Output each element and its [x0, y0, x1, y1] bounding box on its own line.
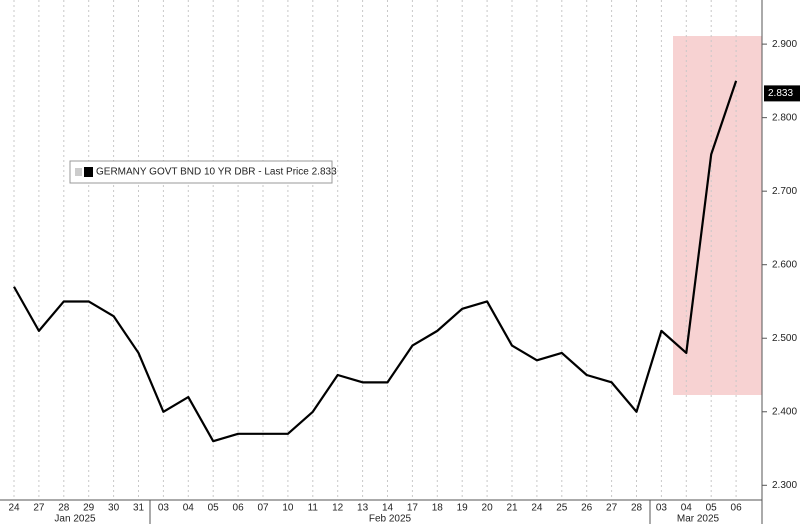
- x-tick-label: 11: [308, 503, 319, 514]
- x-tick-label: 07: [257, 503, 269, 514]
- x-tick-label: 30: [108, 503, 120, 514]
- x-tick-label: 05: [208, 503, 220, 514]
- last-price-tag: [764, 85, 800, 102]
- legend-swatch: [84, 167, 93, 177]
- x-tick-label: 28: [58, 503, 70, 514]
- x-tick-label: 06: [233, 503, 245, 514]
- x-tick-label: 05: [706, 503, 718, 514]
- month-label: Mar 2025: [677, 514, 720, 524]
- y-tick-label: 2.600: [772, 259, 797, 270]
- y-tick-label: 2.700: [772, 186, 797, 197]
- y-tick-label: 2.800: [772, 112, 797, 123]
- x-tick-label: 24: [531, 503, 543, 514]
- x-tick-label: 31: [133, 503, 145, 514]
- y-tick-label: 2.500: [772, 333, 797, 344]
- x-tick-label: 03: [158, 503, 170, 514]
- x-tick-label: 28: [631, 503, 643, 514]
- x-tick-label: 27: [606, 503, 618, 514]
- x-tick-label: 03: [656, 503, 668, 514]
- x-tick-label: 13: [357, 503, 369, 514]
- x-tick-label: 04: [183, 503, 195, 514]
- x-tick-label: 27: [33, 503, 45, 514]
- month-label: Feb 2025: [369, 514, 412, 524]
- legend-label: GERMANY GOVT BND 10 YR DBR - Last Price …: [96, 167, 337, 178]
- x-tick-label: 21: [506, 503, 518, 514]
- series-line: [13, 80, 738, 443]
- y-tick-label: 2.400: [772, 406, 797, 417]
- legend-icon: [75, 168, 82, 176]
- y-tick-label: 2.300: [772, 480, 797, 491]
- month-label: Jan 2025: [54, 514, 96, 524]
- x-tick-label: 18: [432, 503, 444, 514]
- last-price-label: 2.833: [768, 88, 793, 99]
- x-tick-label: 26: [581, 503, 593, 514]
- x-tick-label: 19: [457, 503, 469, 514]
- legend-box: [69, 160, 333, 184]
- x-tick-label: 17: [407, 503, 419, 514]
- x-tick-label: 29: [83, 503, 95, 514]
- x-tick-label: 25: [556, 503, 568, 514]
- x-tick-label: 04: [681, 503, 693, 514]
- x-tick-label: 10: [282, 503, 294, 514]
- y-tick-label: 2.900: [772, 39, 797, 50]
- legend: GERMANY GOVT BND 10 YR DBR - Last Price …: [69, 160, 337, 184]
- x-tick-label: 14: [382, 503, 394, 514]
- x-tick-label: 24: [8, 503, 20, 514]
- x-tick-label: 12: [332, 503, 344, 514]
- x-tick-label: 20: [482, 503, 494, 514]
- x-tick-label: 06: [731, 503, 743, 514]
